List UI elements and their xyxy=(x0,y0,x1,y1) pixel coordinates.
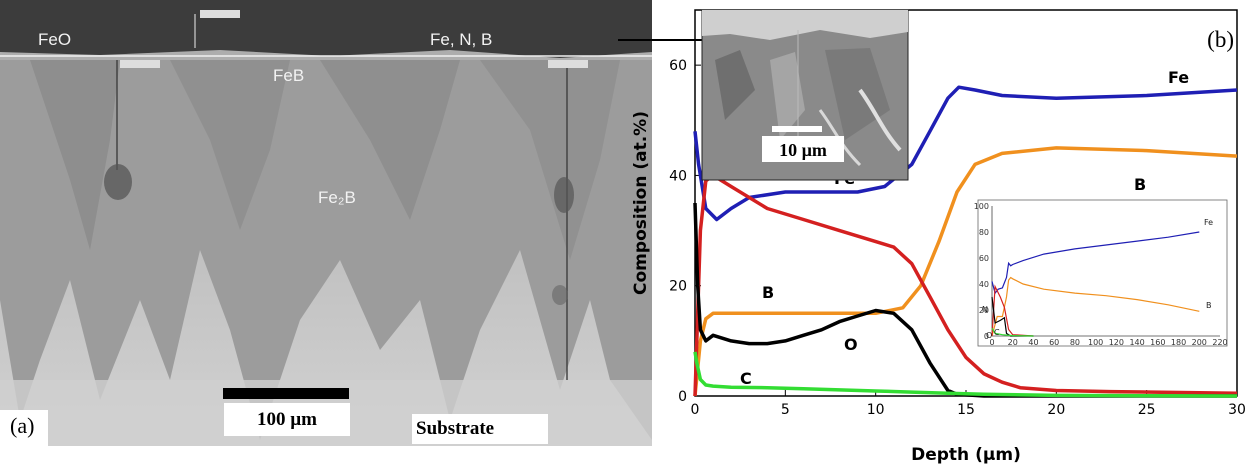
inset-y-tick-label-3: 60 xyxy=(979,254,989,263)
inset-x-tick-label-10: 200 xyxy=(1192,338,1207,347)
inset-x-tick-label-4: 80 xyxy=(1070,338,1080,347)
inset-x-tick-label-11: 220 xyxy=(1212,338,1227,347)
b-curve-label-right: B xyxy=(1134,175,1146,194)
x-tick-label-0: 0 xyxy=(691,402,700,418)
panel-b-label: (b) xyxy=(1207,27,1234,52)
inset-scale-label: 10 µm xyxy=(779,140,827,160)
series-line-b xyxy=(693,146,1238,397)
x-tick-label-6: 30 xyxy=(1228,402,1245,418)
scale-bar-label: 100 µm xyxy=(224,403,350,436)
inset-x-tick-label-3: 60 xyxy=(1049,338,1059,347)
inset-series-line-n xyxy=(991,284,1034,337)
b-curve-label-mid: B xyxy=(762,283,774,302)
inset-series-line-fe xyxy=(991,231,1200,295)
y-tick-label-2: 40 xyxy=(669,168,687,184)
inset-series-line-b xyxy=(991,276,1200,337)
composition-depth-chart: 0 5 10 15 20 25 30 0 20 40 60 Depth (µm) Composit… xyxy=(631,9,1245,465)
sem-image xyxy=(0,0,652,446)
inset-x-tick-label-5: 100 xyxy=(1088,338,1103,347)
inset-x-tick-label-0: 0 xyxy=(989,338,994,347)
fe-n-b-layer-label: Fe, N, B xyxy=(430,30,493,49)
c-curve-label: C xyxy=(740,369,752,388)
inset-series-line-c xyxy=(991,327,1034,337)
y-tick-label-3: 60 xyxy=(669,58,687,74)
inset-c-label: C xyxy=(994,328,1000,337)
inset-composition-chart: 0 20 40 60 80 100 120 140 160 180 200 220 0 20 40 60 80 1… xyxy=(974,199,1228,347)
sem-inset-image xyxy=(701,9,909,181)
x-tick-label-4: 20 xyxy=(1047,402,1065,418)
inset-x-tick-label-2: 40 xyxy=(1028,338,1038,347)
series-line-o xyxy=(693,202,1237,398)
inset-x-tick-label-6: 120 xyxy=(1109,338,1124,347)
substrate-label: Substrate xyxy=(412,414,548,444)
fe-curve-label-top: Fe xyxy=(1168,68,1189,87)
y-tick-label-0: 0 xyxy=(678,389,687,405)
inset-n-label: N xyxy=(982,305,988,314)
inset-y-tick-label-2: 40 xyxy=(979,280,989,289)
feo-layer-label: FeO xyxy=(38,30,72,49)
series-line-c xyxy=(693,351,1238,398)
inset-y-tick-label-5: 100 xyxy=(974,202,989,211)
inset-scale-bar xyxy=(772,126,822,132)
x-tick-label-2: 10 xyxy=(867,402,885,418)
fe2b-layer-label: Fe₂B xyxy=(318,188,356,207)
inset-x-tick-label-8: 160 xyxy=(1150,338,1165,347)
sem-cross-section-panel: FeO Fe, N, B FeB Fe₂B 100 µm Substrate (… xyxy=(0,0,652,446)
inset-x-tick-label-7: 140 xyxy=(1129,338,1144,347)
y-axis-title: Composition (at.%) xyxy=(631,111,651,295)
inset-y-tick-label-0: 0 xyxy=(984,332,989,341)
x-tick-label-5: 25 xyxy=(1138,402,1156,418)
composition-panel: 0 5 10 15 20 25 30 0 20 40 60 Depth (µm) Composit… xyxy=(620,0,1245,466)
inset-b-label: B xyxy=(1206,301,1212,310)
o-curve-label: O xyxy=(844,335,858,354)
x-tick-label-3: 15 xyxy=(957,402,975,418)
inset-o-label: O xyxy=(986,331,992,340)
x-tick-label-1: 5 xyxy=(781,402,790,418)
inset-y-tick-label-1: 20 xyxy=(979,306,989,315)
panel-a-label: (a) xyxy=(10,413,35,438)
x-axis-title: Depth (µm) xyxy=(911,445,1021,465)
inset-x-tick-label-1: 20 xyxy=(1008,338,1018,347)
scale-bar xyxy=(223,388,349,399)
inset-y-tick-label-4: 80 xyxy=(979,228,989,237)
inset-x-tick-label-9: 180 xyxy=(1171,338,1186,347)
series-line-fe xyxy=(693,85,1238,222)
feb-layer-label: FeB xyxy=(273,66,305,85)
y-tick-label-1: 20 xyxy=(669,279,687,295)
inset-fe-label: Fe xyxy=(1204,218,1213,227)
